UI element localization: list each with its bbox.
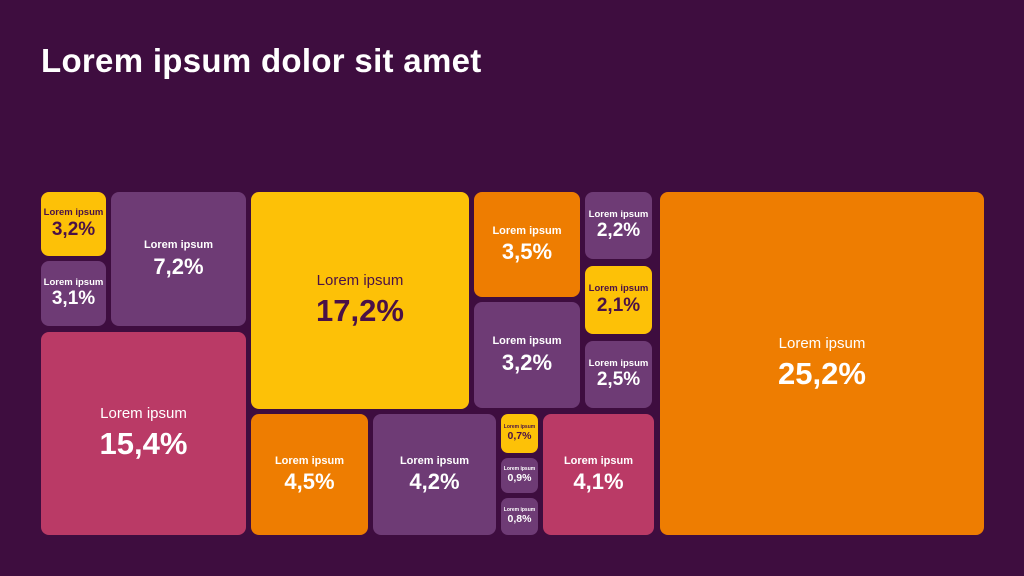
tile-value: 0,8% bbox=[507, 513, 532, 526]
tile-label: Lorem ipsum bbox=[43, 276, 104, 288]
tile-value: 3,2% bbox=[501, 349, 553, 375]
tile-value: 4,2% bbox=[409, 469, 460, 494]
tile-label: Lorem ipsum bbox=[588, 357, 649, 369]
tile-label: Lorem ipsum bbox=[563, 454, 634, 467]
treemap-tile-16: Lorem ipsum 4,1% bbox=[543, 414, 654, 535]
treemap-tile-8: Lorem ipsum 3,5% bbox=[474, 192, 580, 297]
treemap-tile-1: Lorem ipsum 3,2% bbox=[41, 192, 106, 256]
tile-label: Lorem ipsum bbox=[492, 224, 562, 237]
tile-label: Lorem ipsum bbox=[274, 454, 345, 467]
tile-label: Lorem ipsum bbox=[100, 405, 187, 423]
tile-label: Lorem ipsum bbox=[778, 335, 866, 353]
slide-title: Lorem ipsum dolor sit amet bbox=[41, 42, 482, 79]
tile-value: 2,5% bbox=[596, 369, 641, 391]
tile-value: 2,2% bbox=[596, 220, 641, 242]
treemap-tile-12: Lorem ipsum 2,5% bbox=[585, 341, 652, 408]
treemap-tile-7: Lorem ipsum 4,2% bbox=[373, 414, 496, 535]
tile-label: Lorem ipsum bbox=[503, 466, 536, 473]
tile-value: 17,2% bbox=[316, 293, 404, 329]
treemap-tile-13: Lorem ipsum 0,7% bbox=[501, 414, 538, 453]
treemap-tile-3: Lorem ipsum 7,2% bbox=[111, 192, 246, 326]
treemap-tile-15: Lorem ipsum 0,8% bbox=[501, 498, 538, 535]
treemap-tile-6: Lorem ipsum 4,5% bbox=[251, 414, 368, 535]
tile-value: 3,5% bbox=[501, 239, 553, 264]
treemap-tile-14: Lorem ipsum 0,9% bbox=[501, 458, 538, 493]
tile-value: 0,9% bbox=[507, 472, 532, 485]
treemap-tile-2: Lorem ipsum 3,1% bbox=[41, 261, 106, 326]
tile-value: 0,7% bbox=[507, 430, 532, 443]
tile-label: Lorem ipsum bbox=[503, 424, 536, 431]
treemap-tile-9: Lorem ipsum 3,2% bbox=[474, 302, 580, 408]
tile-label: Lorem ipsum bbox=[143, 239, 214, 252]
treemap-tile-4: Lorem ipsum 15,4% bbox=[41, 332, 246, 535]
tile-value: 2,1% bbox=[596, 294, 641, 316]
treemap-tile-5: Lorem ipsum 17,2% bbox=[251, 192, 469, 409]
tile-value: 3,1% bbox=[51, 288, 96, 310]
tile-value: 4,5% bbox=[284, 469, 335, 494]
tile-label: Lorem ipsum bbox=[316, 272, 404, 290]
tile-value: 15,4% bbox=[99, 426, 188, 462]
tile-value: 4,1% bbox=[573, 469, 624, 494]
tile-value: 3,2% bbox=[51, 218, 96, 240]
treemap-tile-11: Lorem ipsum 2,1% bbox=[585, 266, 652, 334]
tile-label: Lorem ipsum bbox=[43, 207, 104, 219]
tile-value: 25,2% bbox=[778, 356, 866, 392]
tile-label: Lorem ipsum bbox=[588, 283, 649, 295]
tile-label: Lorem ipsum bbox=[503, 507, 536, 514]
tile-label: Lorem ipsum bbox=[399, 454, 470, 467]
treemap-tile-10: Lorem ipsum 2,2% bbox=[585, 192, 652, 259]
tile-label: Lorem ipsum bbox=[492, 335, 562, 348]
treemap-tile-17: Lorem ipsum 25,2% bbox=[660, 192, 984, 535]
tile-label: Lorem ipsum bbox=[588, 208, 649, 220]
tile-value: 7,2% bbox=[153, 253, 204, 279]
